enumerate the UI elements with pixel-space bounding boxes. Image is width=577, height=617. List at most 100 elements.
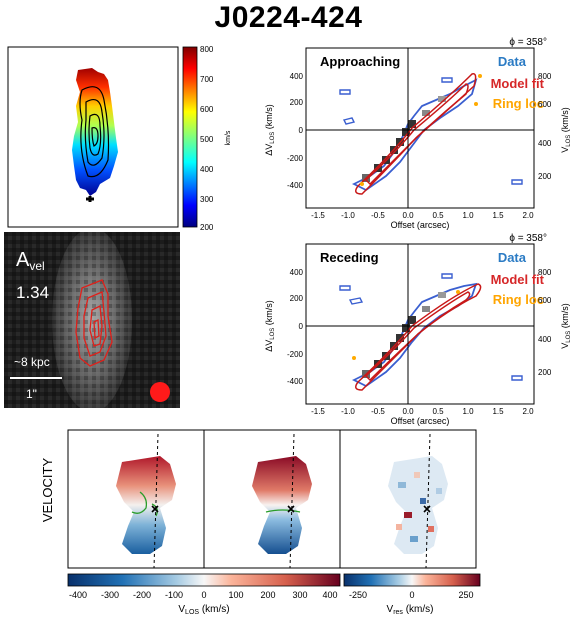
svg-text:-1.5: -1.5 xyxy=(311,211,325,220)
colorbar-vres xyxy=(343,573,481,587)
svg-text:0: 0 xyxy=(409,590,414,600)
svg-text:400: 400 xyxy=(200,165,214,174)
axis-line xyxy=(289,433,295,569)
svg-text:0.5: 0.5 xyxy=(432,211,444,220)
center-cross xyxy=(151,505,159,513)
svg-text:-0.5: -0.5 xyxy=(371,211,385,220)
svg-text:-400: -400 xyxy=(287,377,304,386)
avel-label: Avel xyxy=(16,249,45,273)
pv-y2label: VLOS (km/s) xyxy=(560,107,572,153)
svg-text:800: 800 xyxy=(538,268,552,277)
bottom-velocity-panels: VELOCITY -400 -300 -200 -100 0 100 200 3… xyxy=(40,429,481,616)
pv-x-ticks: -1.5 -1.0 -0.5 0.0 0.5 1.0 1.5 2.0 xyxy=(311,211,534,220)
pv-xlabel: Offset (arcsec) xyxy=(391,416,450,426)
svg-text:700: 700 xyxy=(200,75,214,84)
svg-text:250: 250 xyxy=(458,590,473,600)
svg-text:200: 200 xyxy=(260,590,275,600)
legend-ring: Ring loc xyxy=(493,96,544,111)
colorbar-vlos-label: VLOS (km/s) xyxy=(178,604,229,616)
svg-text:400: 400 xyxy=(290,72,304,81)
svg-text:-1.0: -1.0 xyxy=(341,211,355,220)
center-cross xyxy=(287,505,295,513)
pv-panel-receding: ϕ = 358° Receding Data Model fit Ring lo… xyxy=(264,233,572,426)
pv-ring-loc xyxy=(352,290,460,360)
colorbar-vres-ticks: -250 0 250 xyxy=(349,590,474,600)
svg-text:-400: -400 xyxy=(69,590,87,600)
colorbar-ticks: 800 700 600 500 400 300 200 xyxy=(200,45,214,232)
pv-x-ticks: -1.5 -1.0 -0.5 0.0 0.5 1.0 1.5 2.0 xyxy=(311,407,534,416)
svg-text:0: 0 xyxy=(201,590,206,600)
svg-text:0.0: 0.0 xyxy=(402,211,414,220)
pv-y-ticks: 400 200 0 -200 -400 xyxy=(287,72,304,190)
svg-text:200: 200 xyxy=(538,368,552,377)
svg-text:300: 300 xyxy=(292,590,307,600)
legend-model: Model fit xyxy=(491,272,545,287)
svg-text:100: 100 xyxy=(228,590,243,600)
pv-xlabel: Offset (arcsec) xyxy=(391,220,450,230)
pv-model xyxy=(355,73,477,195)
page-title: J0224-424 xyxy=(214,1,363,34)
svg-text:200: 200 xyxy=(538,172,552,181)
avel-value: 1.34 xyxy=(16,283,49,302)
colorbar-vlos xyxy=(67,573,341,587)
colorbar-vres-label: Vres (km/s) xyxy=(387,604,434,616)
svg-text:600: 600 xyxy=(538,296,552,305)
svg-text:1.0: 1.0 xyxy=(462,211,474,220)
scale-arcsec: 1" xyxy=(26,387,37,401)
colorbar-vlos-ticks: -400 -300 -200 -100 0 100 200 300 400 xyxy=(69,590,338,600)
svg-text:500: 500 xyxy=(200,135,214,144)
svg-text:200: 200 xyxy=(290,294,304,303)
beam-circle xyxy=(150,382,170,402)
legend-model: Model fit xyxy=(491,76,545,91)
svg-text:-200: -200 xyxy=(287,154,304,163)
pv-ylabel: ΔVLOS (km/s) xyxy=(264,300,276,352)
svg-text:1.5: 1.5 xyxy=(492,407,504,416)
svg-text:400: 400 xyxy=(538,335,552,344)
center-marker xyxy=(86,196,94,202)
svg-text:-200: -200 xyxy=(133,590,151,600)
svg-text:-1.5: -1.5 xyxy=(311,407,325,416)
pv-ylabel: ΔVLOS (km/s) xyxy=(264,104,276,156)
svg-text:-100: -100 xyxy=(165,590,183,600)
image-panel: Avel 1.34 ~8 kpc 1" xyxy=(4,232,180,408)
svg-text:2.0: 2.0 xyxy=(522,211,534,220)
green-contour xyxy=(265,509,301,513)
svg-text:400: 400 xyxy=(322,590,337,600)
axis-line xyxy=(153,433,159,569)
svg-text:800: 800 xyxy=(538,72,552,81)
legend-data: Data xyxy=(498,250,527,265)
pv-y2-ticks: 800 600 400 200 xyxy=(538,268,552,377)
image-contours xyxy=(75,279,113,367)
svg-text:-400: -400 xyxy=(287,181,304,190)
pv-name: Receding xyxy=(320,250,379,265)
svg-text:400: 400 xyxy=(290,268,304,277)
pv-phi: ϕ = 358° xyxy=(509,37,547,48)
svg-text:600: 600 xyxy=(538,100,552,109)
pv-y-ticks: 400 200 0 -200 -400 xyxy=(287,268,304,386)
svg-text:-250: -250 xyxy=(349,590,367,600)
svg-text:400: 400 xyxy=(538,139,552,148)
pv-ring-loc xyxy=(360,74,482,186)
svg-text:0.5: 0.5 xyxy=(432,407,444,416)
svg-text:800: 800 xyxy=(200,45,214,54)
svg-text:300: 300 xyxy=(200,195,214,204)
scale-kpc: ~8 kpc xyxy=(14,355,50,369)
pv-y2label: VLOS (km/s) xyxy=(560,303,572,349)
green-contour xyxy=(131,491,158,517)
axis-line xyxy=(425,433,431,569)
velocity-map-panel: 800 700 600 500 400 300 200 km/s xyxy=(7,45,232,232)
colorbar xyxy=(182,46,198,228)
center-cross xyxy=(423,505,431,513)
svg-text:0: 0 xyxy=(299,322,304,331)
pv-panel-approaching: ϕ = 358° Approaching Data Model fit Ring… xyxy=(264,37,572,230)
svg-text:2.0: 2.0 xyxy=(522,407,534,416)
legend-ring: Ring loc xyxy=(493,292,544,307)
svg-text:200: 200 xyxy=(200,223,214,232)
pv-phi: ϕ = 358° xyxy=(509,233,547,244)
svg-text:-0.5: -0.5 xyxy=(371,407,385,416)
svg-text:0: 0 xyxy=(299,126,304,135)
svg-text:1.5: 1.5 xyxy=(492,211,504,220)
colorbar-unit: km/s xyxy=(225,130,232,145)
galaxy-model xyxy=(252,456,312,554)
residual-pixels xyxy=(396,472,442,542)
